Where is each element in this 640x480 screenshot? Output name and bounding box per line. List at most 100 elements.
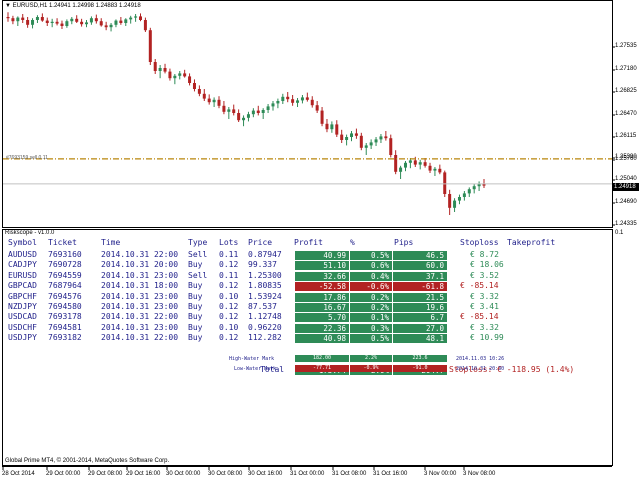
candle-body	[11, 18, 15, 22]
candle-body	[428, 165, 432, 171]
low-water-percent: -0.9%	[350, 365, 392, 372]
cell-price: 87.537	[248, 302, 277, 311]
candle-body	[55, 21, 59, 24]
cell-percent-box: 0.1%	[350, 313, 392, 323]
cell-ticket: 7694559	[48, 270, 82, 280]
dropdown-arrow-icon[interactable]: ▼	[5, 3, 11, 9]
cell-time: 2014.10.31 22:00	[101, 312, 179, 322]
candle-body	[60, 23, 64, 26]
candle-body	[35, 17, 39, 20]
cell-pips-box: 27.0	[393, 323, 447, 333]
candle-body	[251, 110, 255, 115]
cell-percent-box: 0.3%	[350, 323, 392, 333]
candle-body	[134, 16, 138, 18]
candle-body	[354, 133, 358, 136]
cell-stoploss: € 10.99	[470, 333, 504, 343]
table-row[interactable]: GBPCHF 7694576 2014.10.31 23:00 Buy 0.10 1.53…	[2, 292, 600, 302]
candle-body	[242, 117, 246, 121]
cell-percent-box: 0.5%	[350, 334, 392, 344]
header-stoploss: Stoploss	[460, 238, 499, 247]
cell-time: 2014.10.31 23:00	[101, 270, 179, 280]
cell-symbol: NZDJPY	[8, 302, 37, 311]
cell-ticket: 7693178	[48, 312, 82, 322]
candle-body	[394, 155, 398, 172]
candle-body	[99, 21, 103, 26]
table-row[interactable]: USDCHF 7694581 2014.10.31 23:00 Buy 0.10 0.96…	[2, 323, 600, 333]
candle-body	[80, 21, 84, 25]
cell-ticket: 7690728	[48, 260, 82, 270]
indicator-scale-top: 0.1	[615, 230, 624, 236]
cell-pips-box: 60.0	[393, 261, 447, 271]
candle-body	[212, 99, 216, 103]
table-row[interactable]: USDCAD 7693178 2014.10.31 22:00 Buy 0.12 1.12…	[2, 312, 600, 323]
candle-body	[192, 83, 196, 89]
cell-price: 1.80835	[248, 281, 282, 291]
cell-percent-box: 0.4%	[350, 271, 392, 281]
table-row[interactable]: EURUSD 7694559 2014.10.31 23:00 Sell 0.11 1.2…	[2, 271, 600, 281]
high-water-percent: 2.2%	[350, 355, 392, 362]
candle-body	[227, 109, 231, 112]
candle-body	[256, 110, 260, 113]
candle-body	[104, 25, 108, 28]
candle-body	[340, 134, 344, 140]
candle-body	[143, 20, 147, 31]
candle-body	[364, 145, 368, 148]
candle-body	[114, 20, 118, 25]
candle-body	[433, 168, 437, 171]
high-water-label: High-Water Mark	[229, 356, 275, 362]
header-pips: Pips	[394, 238, 414, 247]
candle-body	[418, 162, 422, 165]
table-row[interactable]: AUDUSD 7693160 2014.10.31 22:00 Sell 0.11 0.8…	[2, 250, 600, 260]
candle-body	[45, 20, 49, 23]
cell-price: 1.12748	[248, 312, 282, 322]
cell-profit-box: 22.36	[295, 323, 349, 333]
candle-body	[276, 101, 280, 104]
candle-body	[173, 75, 177, 79]
low-water-pips: -91.0	[393, 365, 447, 372]
header-ticket: Ticket	[48, 238, 77, 247]
candle-body	[89, 18, 93, 23]
cell-ticket: 7687964	[48, 281, 82, 291]
table-row[interactable]: GBPCAD 7687964 2014.10.31 18:00 Buy 0.12 1.80…	[2, 281, 600, 292]
high-water-time: 2014.11.03 10:26	[456, 356, 505, 362]
table-row[interactable]: CADJPY 7690728 2014.10.31 20:00 Buy 0.12 99.3…	[2, 260, 600, 271]
candle-body	[124, 19, 128, 23]
candle-body	[448, 194, 452, 208]
candle-body	[129, 17, 133, 20]
cell-time: 2014.10.31 18:00	[101, 281, 179, 291]
candle-body	[453, 200, 457, 208]
candle-body	[202, 93, 206, 99]
candle-body	[40, 17, 44, 21]
candle-body	[389, 138, 393, 155]
candle-body	[188, 76, 192, 83]
cell-time: 2014.10.31 22:00	[101, 333, 179, 343]
cell-time: 2014.10.31 23:00	[101, 291, 179, 301]
date-tick-label: 29 Oct 00:00	[46, 471, 81, 477]
cell-type: Buy	[188, 260, 203, 270]
table-row[interactable]: USDJPY 7693182 2014.10.31 22:00 Buy 0.12 112.…	[2, 333, 600, 344]
cell-stoploss: € 18.06	[470, 260, 504, 270]
cell-type: Buy	[188, 281, 203, 291]
candle-body	[207, 98, 211, 103]
cell-pips-box: 6.7	[393, 313, 447, 323]
candle-body	[345, 137, 349, 140]
date-ticks	[2, 466, 465, 470]
candle-body	[423, 162, 427, 166]
price-tick-label: 1.26115	[615, 133, 637, 139]
cell-lots: 0.12	[219, 302, 239, 311]
table-row[interactable]: NZDJPY 7694580 2014.10.31 23:00 Buy 0.12 87.5…	[2, 302, 600, 312]
cell-stoploss: € 8.72	[470, 250, 499, 259]
candle-body	[148, 30, 152, 62]
candle-body	[286, 96, 290, 100]
candle-body	[163, 68, 167, 72]
price-tick-label: 1.27535	[615, 43, 637, 49]
total-stoploss: Stoploss: € -118.95 (1.4%)	[449, 365, 575, 374]
cell-lots: 0.11	[219, 250, 239, 259]
candle-body	[408, 160, 412, 163]
header-type: Type	[188, 238, 208, 247]
cell-symbol: AUDUSD	[8, 250, 37, 259]
cell-price: 99.337	[248, 260, 277, 270]
candle-body	[246, 114, 250, 118]
